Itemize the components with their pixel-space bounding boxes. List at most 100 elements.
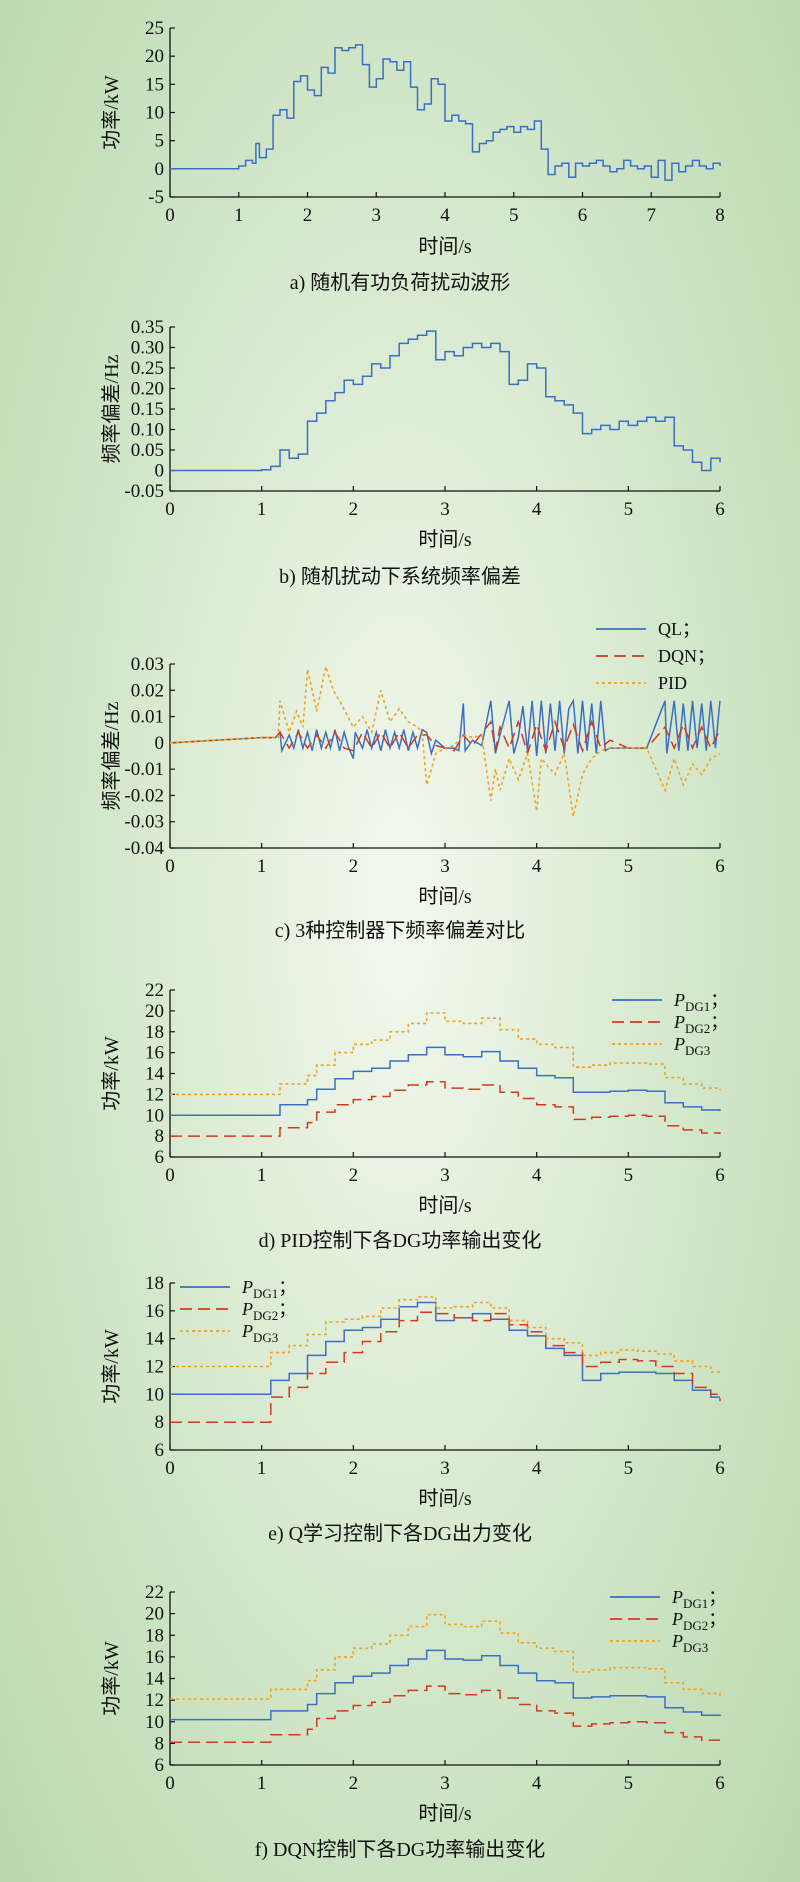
y-tick-label: -0.05 [124, 481, 164, 502]
series-line-1 [170, 330, 721, 472]
y-tick-label: 0 [155, 461, 165, 482]
y-tick-label: 0.20 [131, 379, 164, 400]
x-tick-label: 4 [532, 856, 542, 877]
series-line-2 [170, 1311, 721, 1423]
x-tick-label: 6 [715, 1773, 725, 1794]
y-tick-label: 0 [155, 733, 165, 754]
y-tick-label: 12 [145, 1357, 164, 1378]
y-tick-label: 12 [145, 1690, 164, 1711]
series-line-3 [170, 1613, 721, 1700]
y-tick-label: 22 [145, 980, 164, 1001]
series-line-3 [170, 1296, 720, 1373]
legend-label: PDG2； [673, 1012, 728, 1036]
y-tick-label: 5 [155, 131, 165, 152]
series-line-2 [170, 1081, 721, 1137]
x-tick-label: 0 [165, 1165, 175, 1186]
x-tick-label: 2 [303, 205, 313, 226]
y-tick-label: 0.05 [131, 440, 164, 461]
x-tick-label: 0 [165, 205, 175, 226]
legend: QL； DQN； PID [596, 619, 715, 693]
y-tick-label: -0.01 [124, 759, 164, 780]
y-tick-label: 14 [145, 1669, 165, 1690]
panel-caption: f) DQN控制下各DG功率输出变化 [255, 1838, 546, 1861]
series-line-3 [169, 666, 721, 817]
y-tick-label: 0.02 [131, 680, 164, 701]
x-tick-label: 5 [624, 1773, 634, 1794]
series-line-2 [170, 1685, 720, 1744]
y-tick-label: 12 [145, 1084, 164, 1105]
legend-label: PID [658, 673, 687, 693]
legend: PDG1；PDG2；PDG3 [180, 1277, 296, 1345]
legend: PDG1；PDG2；PDG3 [610, 1587, 726, 1655]
x-tick-label: 4 [532, 499, 542, 520]
x-tick-label: 4 [440, 205, 450, 226]
x-tick-label: 3 [440, 856, 450, 877]
y-tick-label: 20 [145, 1001, 164, 1022]
y-tick-label: 0.15 [131, 399, 164, 420]
y-tick-label: -0.04 [124, 838, 164, 859]
y-tick-label: -0.02 [124, 785, 164, 806]
x-tick-label: 6 [715, 1165, 725, 1186]
y-tick-label: 14 [145, 1329, 165, 1350]
series-line-3 [170, 1012, 721, 1096]
x-axis-label: 时间/s [418, 1487, 472, 1510]
x-axis-label: 时间/s [418, 1802, 472, 1825]
y-tick-label: 14 [145, 1064, 165, 1085]
series-line-1 [170, 1301, 720, 1398]
x-tick-label: 0 [165, 499, 175, 520]
x-tick-label: 6 [715, 1458, 725, 1479]
y-tick-label: 22 [145, 1582, 164, 1603]
panel-caption: b) 随机扰动下系统频率偏差 [279, 565, 521, 588]
legend-label: PDG1； [671, 1587, 726, 1611]
y-tick-label: 8 [155, 1733, 165, 1754]
legend-label: DQN； [658, 646, 715, 666]
y-axis-label: 功率/kW [100, 1329, 123, 1404]
x-tick-label: 1 [234, 205, 244, 226]
x-tick-label: 3 [440, 1458, 450, 1479]
y-tick-label: 8 [155, 1126, 165, 1147]
x-tick-label: 3 [440, 1773, 450, 1794]
y-tick-label: 15 [145, 74, 164, 95]
y-tick-label: 6 [155, 1755, 165, 1776]
panel-caption: a) 随机有功负荷扰动波形 [290, 271, 511, 294]
chart-panel-2: 0 1 2 3 4 5 6-0.0500.050.100.150.200.250.300.3… [100, 317, 725, 588]
series-line-1 [170, 44, 721, 181]
legend-label: PDG1； [241, 1277, 296, 1301]
x-tick-label: 6 [578, 205, 588, 226]
legend-label: PDG2； [241, 1299, 296, 1323]
panel-caption: c) 3种控制器下频率偏差对比 [275, 919, 526, 942]
legend-label: PDG3 [673, 1034, 710, 1058]
x-tick-label: 2 [349, 1165, 359, 1186]
x-tick-label: 5 [624, 1458, 634, 1479]
x-tick-label: 1 [257, 1165, 267, 1186]
y-tick-label: 6 [155, 1440, 165, 1461]
y-tick-label: 10 [145, 1105, 164, 1126]
y-tick-label: 16 [145, 1647, 164, 1668]
x-tick-label: 8 [715, 205, 725, 226]
x-tick-label: 6 [715, 856, 725, 877]
panel-caption: e) Q学习控制下各DG出力变化 [268, 1522, 532, 1545]
y-tick-label: 0 [155, 159, 165, 180]
legend-label: PDG2； [671, 1609, 726, 1633]
y-tick-label: 25 [145, 18, 164, 39]
x-tick-label: 2 [349, 1773, 359, 1794]
y-tick-label: 18 [145, 1625, 164, 1646]
y-tick-label: -5 [148, 187, 164, 208]
x-axis-label: 时间/s [418, 235, 472, 258]
y-tick-label: 6 [155, 1147, 165, 1168]
series-line-1 [170, 1046, 721, 1117]
legend-label: PDG3 [241, 1321, 278, 1345]
x-tick-label: 2 [349, 856, 359, 877]
y-tick-label: 18 [145, 1022, 164, 1043]
y-tick-label: 8 [155, 1412, 165, 1433]
x-axis-label: 时间/s [418, 1194, 472, 1217]
x-tick-label: 3 [372, 205, 382, 226]
y-tick-label: 16 [145, 1043, 164, 1064]
y-tick-label: 0.01 [131, 707, 164, 728]
y-tick-label: 16 [145, 1301, 164, 1322]
y-tick-label: 20 [145, 1604, 164, 1625]
